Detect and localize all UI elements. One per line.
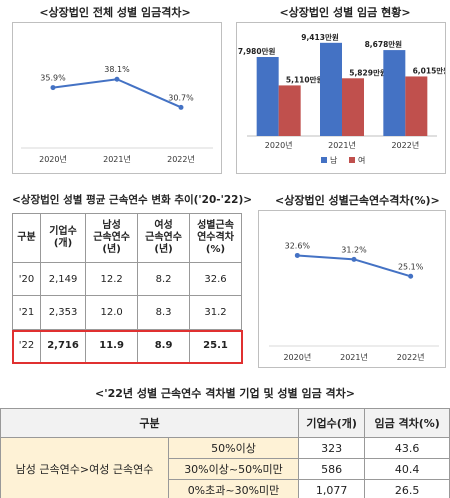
chart2-svg: 7,980만원 5,110만원 2020년 9,413만원 5,829만원 2021년 8,…: [238, 32, 450, 165]
bar-male: [256, 56, 279, 136]
x-tick-label: 2021년: [340, 352, 368, 362]
series-line: [52, 78, 182, 109]
table-header-cell: 기업수(개): [297, 408, 366, 438]
table-cell: 40.4: [364, 458, 450, 480]
table-cell: 11.9: [85, 328, 139, 364]
table-cell: 586: [297, 458, 366, 480]
bar-data-label: 9,413만원: [301, 32, 339, 42]
x-tick-label: 2021년: [328, 140, 356, 150]
legend-label: 여: [358, 155, 365, 165]
table2-title: <'22년 성별 근속연수 격차별 기업 및 성별 임금 격차>: [94, 387, 356, 400]
x-tick-label: 2020년: [39, 154, 67, 164]
table-header-cell: 구분: [12, 213, 41, 263]
table-cell: 30%이상~50%미만: [168, 458, 299, 480]
table-header-cell: 여성 근속연수 (년): [137, 213, 191, 263]
chart4-frame: 32.6% 2020년 31.2% 2021년 25.1% 2022년: [258, 210, 446, 368]
table-header-cell: 기업수 (개): [39, 213, 87, 263]
data-label: 32.6%: [285, 241, 311, 250]
data-point: [408, 273, 414, 279]
x-tick-label: 2020년: [283, 352, 311, 362]
data-point: [50, 85, 56, 91]
bar-male: [383, 50, 406, 136]
gap-table: 구분 기업수(개) 임금 격차(%) 남성 근속연수>여성 근속연수 50%이상 323 4…: [0, 408, 450, 498]
data-label: 35.9%: [40, 74, 66, 83]
table-row: 남성 근속연수>여성 근속연수 50%이상 323 43.6: [0, 437, 450, 498]
table-cell: 12.2: [85, 261, 139, 297]
table-cell: 32.6: [189, 261, 242, 297]
table-row: 0%초과~30%미만 1,077 26.5: [1, 479, 450, 498]
table-cell: 1,077: [297, 479, 366, 498]
table-cell: '21: [12, 295, 41, 330]
data-label: 31.2%: [341, 245, 367, 254]
legend-label: 남: [330, 156, 338, 165]
legend-swatch: [321, 157, 327, 163]
bar-female: [278, 85, 301, 136]
bar-male: [320, 42, 342, 136]
bar-female: [342, 78, 364, 136]
table-cell: 2,149: [39, 261, 87, 297]
table-header-row: 구분 기업수(개) 임금 격차(%): [0, 408, 450, 438]
table-row: '22 2,716 11.9 8.9 25.1: [12, 328, 242, 364]
bar-data-label: 6,015만원: [413, 65, 445, 75]
chart1-svg: 35.9% 2020년 38.1% 2021년 30.7% 2022년: [21, 65, 213, 164]
table-cell: 50%이상: [168, 437, 299, 459]
table-cell: 0%초과~30%미만: [168, 479, 299, 498]
x-tick-label: 2022년: [167, 154, 195, 164]
data-label: 30.7%: [168, 93, 194, 102]
chart2-title: <상장법인 성별 임금 현황>: [279, 6, 411, 19]
data-point: [294, 252, 300, 258]
table-cell: 2,353: [39, 295, 87, 330]
table-row: '20 2,149 12.2 8.2 32.6: [12, 261, 242, 297]
chart4-title: <상장법인 성별근속연수격차(%)>: [275, 194, 440, 207]
legend-swatch: [349, 157, 355, 163]
table-row: '21 2,353 12.0 8.3 31.2: [12, 295, 242, 330]
table-cell: 31.2: [189, 295, 242, 330]
x-tick-label: 2020년: [265, 140, 293, 150]
chart2-frame: 7,980만원 5,110만원 2020년 9,413만원 5,829만원 2021년 8,…: [236, 22, 450, 174]
data-label: 25.1%: [398, 262, 424, 271]
table-cell: '20: [12, 261, 41, 297]
table-cell: 2,716: [39, 328, 87, 364]
table-header-cell: 남성 근속연수 (년): [85, 213, 139, 263]
bar-female: [405, 76, 428, 136]
table-cell: 12.0: [85, 295, 139, 330]
group-label-cell: 남성 근속연수>여성 근속연수: [0, 437, 169, 498]
highlight-box: [12, 330, 243, 364]
table-header-cell: 임금 격차(%): [364, 408, 450, 438]
table1-title: <상장법인 성별 평균 근속연수 변화 추이('20-'22)>: [12, 194, 253, 206]
table-cell: 8.3: [137, 295, 191, 330]
table-cell: 8.9: [137, 328, 191, 364]
table-header-cell: 성별근속 연수격차 (%): [189, 213, 242, 263]
x-tick-label: 2022년: [391, 140, 419, 150]
table-cell: 43.6: [364, 437, 450, 459]
bar-data-label: 8,678만원: [365, 39, 403, 49]
data-point: [114, 76, 120, 82]
data-point: [178, 104, 184, 110]
bar-data-label: 5,829만원: [349, 67, 387, 77]
table-row: 30%이상~50%미만 586 40.4: [1, 458, 450, 480]
chart1-frame: 35.9% 2020년 38.1% 2021년 30.7% 2022년: [12, 22, 222, 174]
chart1-title: <상장법인 전체 성별 임금격차>: [39, 6, 191, 19]
x-tick-label: 2021년: [103, 154, 131, 164]
table-cell: 323: [297, 437, 366, 459]
table-cell: 8.2: [137, 261, 191, 297]
x-tick-label: 2022년: [397, 352, 425, 362]
chart4-svg: 32.6% 2020년 31.2% 2021년 25.1% 2022년: [269, 241, 439, 362]
data-point: [351, 256, 357, 262]
table-cell: 26.5: [364, 479, 450, 498]
bar-data-label: 7,980만원: [238, 46, 276, 56]
tenure-table: 구분 기업수 (개) 남성 근속연수 (년) 여성 근속연수 (년) 성별근속 연수격차…: [12, 213, 242, 364]
table-header-cell: 구분: [0, 408, 299, 438]
bar-data-label: 5,110만원: [286, 74, 324, 84]
data-label: 38.1%: [104, 65, 130, 74]
